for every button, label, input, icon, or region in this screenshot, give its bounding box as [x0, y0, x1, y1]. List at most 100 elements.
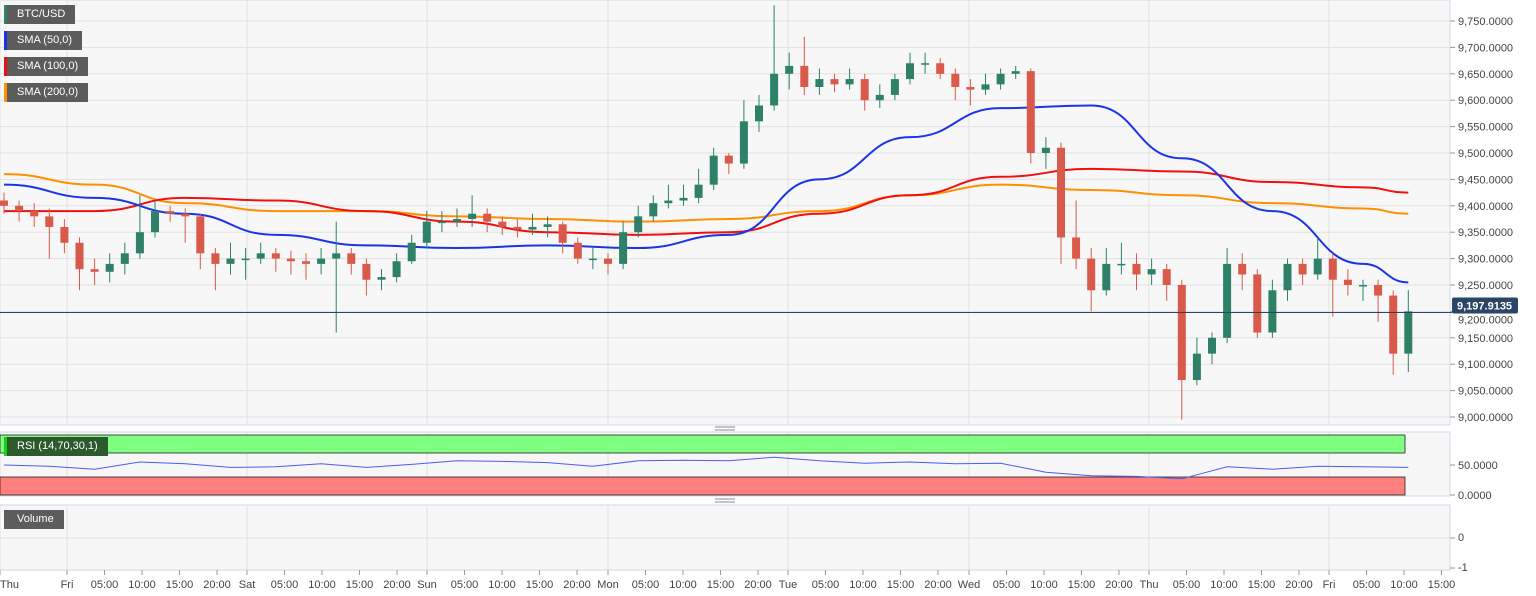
candle-body — [1389, 295, 1398, 354]
y-tick-label: 9,400.0000 — [1458, 201, 1513, 213]
x-tick-label: 10:00 — [1210, 579, 1238, 591]
legend-sma50[interactable]: SMA (50,0) — [4, 31, 83, 50]
candle-down — [211, 248, 220, 291]
candle-body — [1283, 263, 1292, 291]
candle-body — [981, 84, 990, 90]
candle-body — [166, 211, 175, 214]
y-tick-label: 9,450.0000 — [1458, 174, 1513, 186]
candle-down — [196, 213, 205, 270]
candle-up — [256, 242, 265, 264]
candle-up — [422, 211, 431, 249]
candle-body — [362, 263, 371, 280]
candle-body — [815, 79, 824, 87]
pane-resize-handle[interactable] — [715, 426, 735, 431]
grid — [0, 0, 1450, 570]
candle-up — [1192, 337, 1201, 386]
candle-body — [105, 263, 114, 272]
candle-up — [1283, 258, 1292, 301]
candle-body — [966, 87, 975, 90]
x-axis: Thu Fri 05:00 10:00 15:00 20:00 Sat 05:00 10:00 1… — [0, 570, 1455, 591]
candle-body — [90, 269, 99, 272]
candle-down — [800, 36, 809, 95]
candle-up — [226, 242, 235, 275]
candle-body — [1268, 290, 1277, 333]
candle-down — [1177, 279, 1186, 420]
candle-down — [166, 205, 175, 222]
candle-up — [845, 68, 854, 90]
candle-down — [483, 208, 492, 233]
candle-down — [75, 237, 84, 291]
candle-down — [1328, 253, 1337, 317]
candle-body — [241, 258, 250, 261]
candle-body — [1328, 258, 1337, 280]
x-tick-label: 05:00 — [993, 579, 1021, 591]
candle-down — [604, 253, 612, 275]
candle-down — [15, 200, 24, 222]
candle-down — [1389, 290, 1398, 375]
candle-body — [1162, 269, 1171, 285]
pane-resize-handle[interactable] — [715, 498, 735, 503]
candle-up — [453, 208, 461, 227]
x-tick-label: Mon — [597, 579, 618, 591]
candle-up — [407, 234, 416, 264]
candle-body — [453, 219, 461, 222]
candle-body — [422, 221, 431, 243]
candle-down — [513, 219, 522, 238]
y-tick-label: 9,200.0000 — [1458, 315, 1513, 327]
candle-body — [286, 258, 295, 262]
candle-down — [347, 248, 356, 275]
candle-down — [90, 258, 99, 285]
y-tick-label: 9,500.0000 — [1458, 148, 1513, 160]
volume-y-tick-label: 0 — [1458, 532, 1464, 544]
candle-up — [875, 84, 884, 109]
candle-up — [135, 195, 144, 259]
x-tick-label: 15:00 — [1248, 579, 1276, 591]
candle-body — [1102, 263, 1111, 291]
candle-up — [588, 248, 597, 270]
sma100-line — [4, 167, 1409, 236]
x-tick-label: 20:00 — [1105, 579, 1133, 591]
sma-lines — [3, 104, 1409, 284]
candle-body — [709, 155, 718, 185]
candle-body — [573, 242, 582, 259]
y-tick-label: 9,600.0000 — [1458, 95, 1513, 107]
legend-btcusd[interactable]: BTC/USD — [4, 5, 76, 24]
x-tick-label: 05:00 — [632, 579, 660, 591]
candle-body — [135, 232, 144, 254]
candle-up — [151, 200, 159, 238]
candle-body — [1313, 258, 1322, 275]
main-panel[interactable] — [0, 0, 1451, 426]
candle-up — [1041, 137, 1050, 169]
candle-body — [181, 213, 190, 217]
candle-body — [1192, 353, 1201, 381]
candle-body — [377, 277, 386, 280]
candle-body — [332, 253, 341, 259]
candle-body — [528, 226, 537, 230]
candle-up — [1313, 237, 1322, 280]
candle-body — [543, 224, 552, 227]
candle-down — [724, 153, 733, 175]
candle-body — [1072, 237, 1081, 259]
y-tick-label: 9,250.0000 — [1458, 280, 1513, 292]
candle-down — [1026, 68, 1035, 164]
x-tick-label: Fri — [1323, 579, 1336, 591]
candle-body — [770, 73, 779, 106]
candle-up — [755, 94, 763, 132]
x-tick-label: 20:00 — [563, 579, 591, 591]
candle-down — [1162, 263, 1171, 301]
candle-body — [634, 216, 643, 233]
candle-up — [1359, 279, 1367, 301]
x-tick-label: 15:00 — [526, 579, 554, 591]
legend-sma200[interactable]: SMA (200,0) — [4, 83, 89, 102]
candle-body — [830, 79, 839, 85]
legend-rsi[interactable]: RSI (14,70,30,1) — [4, 437, 108, 456]
legend-sma100[interactable]: SMA (100,0) — [4, 57, 89, 76]
candle-body — [120, 253, 129, 264]
candle-body — [588, 258, 597, 261]
candle-body — [1147, 269, 1156, 275]
candle-body — [226, 258, 235, 264]
candle-body — [890, 79, 899, 95]
candle-body — [558, 224, 567, 243]
legend-volume[interactable]: Volume — [4, 510, 64, 529]
